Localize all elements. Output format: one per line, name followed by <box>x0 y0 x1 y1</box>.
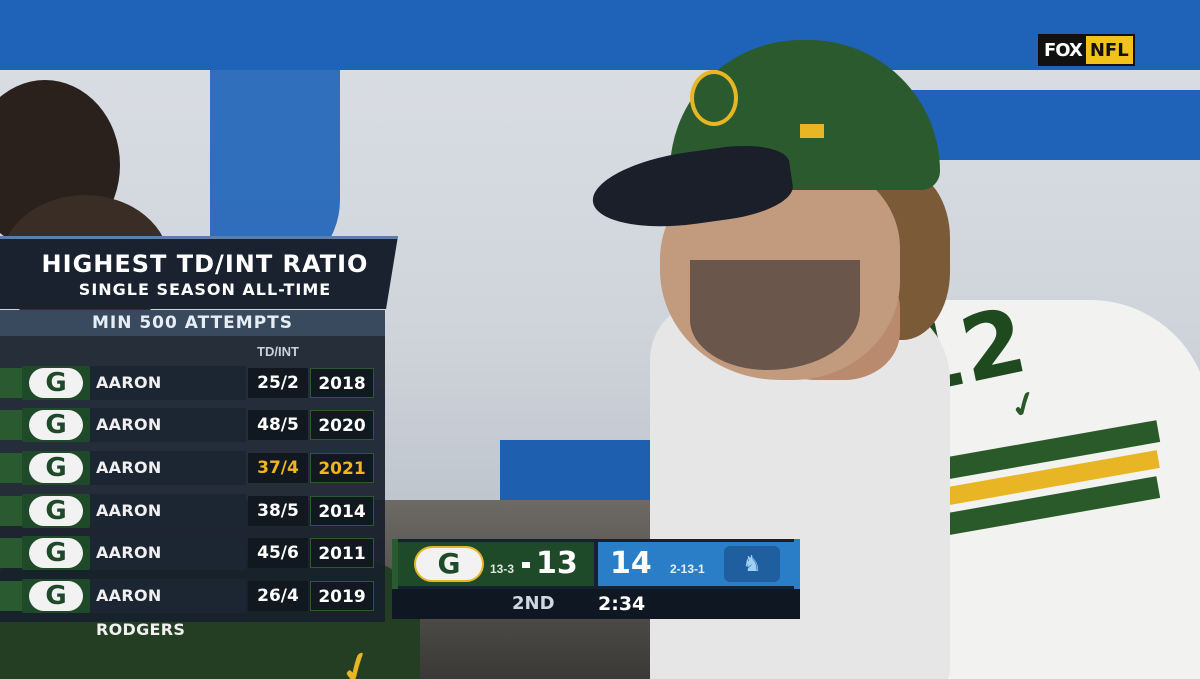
row-stripe <box>0 538 22 568</box>
stat-row: G AARON RODGERS 38/5 2014 <box>0 494 385 554</box>
packers-logo-icon: G <box>22 366 90 400</box>
row-stripe <box>0 368 22 398</box>
player-name: AARON RODGERS <box>90 536 246 596</box>
packers-logo-icon: G <box>22 579 90 613</box>
player-name: AARON RODGERS <box>90 579 246 639</box>
packers-logo-icon: G <box>22 536 90 570</box>
column-header-td-int: TD/INT <box>257 344 299 359</box>
stat-row-highlighted: G AARON RODGERS 37/4 2021 <box>0 451 385 511</box>
season-year: 2019 <box>310 581 374 611</box>
away-team-panel: 14 2-13-1 ♞ <box>598 542 794 586</box>
network-bug: FOX NFL <box>1038 34 1135 66</box>
packers-logo-icon: G <box>22 408 90 442</box>
home-score: 13 <box>536 546 578 581</box>
season-year: 2014 <box>310 496 374 526</box>
new-era-flag-icon <box>800 124 824 138</box>
game-clock: 2:34 <box>598 593 646 615</box>
player-beard <box>690 260 860 370</box>
stat-row: G AARON RODGERS 26/4 2019 <box>0 579 385 639</box>
game-quarter: 2ND <box>512 593 555 614</box>
scorebug-bottom <box>392 589 800 619</box>
stat-row: G AARON RODGERS 48/5 2020 <box>0 408 385 468</box>
packers-logo-icon: G <box>22 494 90 528</box>
home-record: 13-3 <box>490 562 515 576</box>
row-stripe <box>0 410 22 440</box>
scorebug-edge-home <box>392 539 398 589</box>
season-year: 2020 <box>310 410 374 440</box>
td-int-ratio: 48/5 <box>248 410 308 440</box>
player-name: AARON RODGERS <box>90 366 246 426</box>
stat-row: G AARON RODGERS 25/2 2018 <box>0 366 385 426</box>
player-name: AARON RODGERS <box>90 408 246 468</box>
fox-logo: FOX <box>1040 36 1086 64</box>
packers-logo-icon: G <box>22 451 90 485</box>
wall-graphic-right <box>900 90 1200 160</box>
possession-indicator-icon <box>522 562 530 568</box>
td-int-ratio: 26/4 <box>248 581 308 611</box>
stat-row: G AARON RODGERS 45/6 2011 <box>0 536 385 596</box>
stat-graphic-qualifier: MIN 500 ATTEMPTS <box>0 310 385 336</box>
stat-graphic-panel: HIGHEST TD/INT RATIO SINGLE SEASON ALL-T… <box>0 236 400 639</box>
stat-graphic-title: HIGHEST TD/INT RATIO <box>41 250 369 278</box>
td-int-ratio: 37/4 <box>248 453 308 483</box>
row-stripe <box>0 496 22 526</box>
td-int-ratio: 25/2 <box>248 368 308 398</box>
season-year: 2011 <box>310 538 374 568</box>
nfl-logo: NFL <box>1085 36 1133 64</box>
scorebug: G 13-3 13 14 2-13-1 ♞ 2ND 2:34 <box>392 539 800 619</box>
row-stripe <box>0 453 22 483</box>
player-name: AARON RODGERS <box>90 451 246 511</box>
season-year: 2018 <box>310 368 374 398</box>
td-int-ratio: 38/5 <box>248 496 308 526</box>
lions-logo-icon: ♞ <box>724 546 780 582</box>
scorebug-edge-away <box>794 539 800 589</box>
td-int-ratio: 45/6 <box>248 538 308 568</box>
player-name: AARON RODGERS <box>90 494 246 554</box>
stat-graphic-subtitle: SINGLE SEASON ALL-TIME <box>78 280 332 299</box>
packers-logo-icon: G <box>414 546 484 582</box>
home-team-panel: G 13-3 13 <box>398 542 594 586</box>
stat-graphic-header <box>0 236 398 309</box>
away-record: 2-13-1 <box>670 562 705 576</box>
row-stripe <box>0 581 22 611</box>
away-score: 14 <box>610 546 652 581</box>
cap-g-logo-icon <box>690 70 738 126</box>
season-year: 2021 <box>310 453 374 483</box>
